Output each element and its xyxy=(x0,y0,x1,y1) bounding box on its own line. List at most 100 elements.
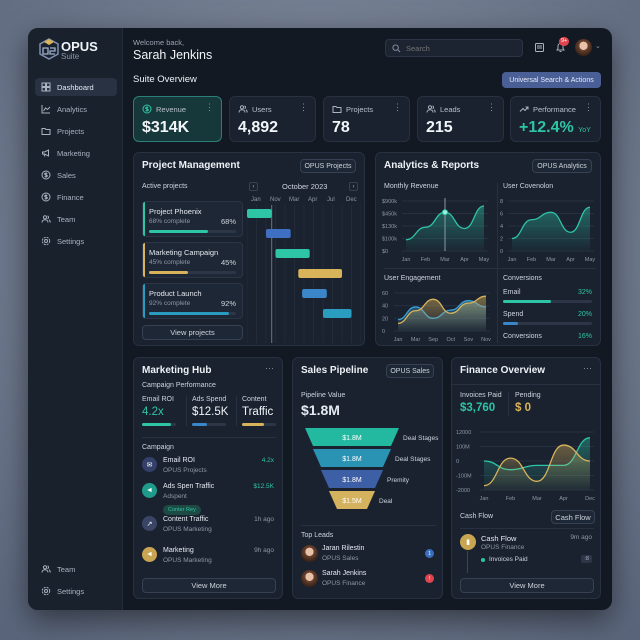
opus-analytics-chip[interactable]: OPUS Analytics xyxy=(532,159,592,173)
gantt-month-label: Apr xyxy=(308,197,317,203)
y-tick-label: 0 xyxy=(382,329,385,335)
more-icon[interactable]: ··· xyxy=(265,363,274,373)
conversion-percent: 20% xyxy=(577,311,592,318)
x-tick-label: Sep xyxy=(428,337,438,343)
activity-time: 9m ago xyxy=(570,534,592,541)
pipeline-value-label: Pipeline Value xyxy=(301,392,346,399)
gantt-bar[interactable] xyxy=(247,209,272,218)
data-point[interactable] xyxy=(442,209,448,216)
stat-value: 4.2x xyxy=(142,406,164,418)
stat-label: Ads Spend xyxy=(192,396,227,403)
sidebar-item-analytics[interactable]: Analytics xyxy=(35,100,117,118)
sidebar-item-team[interactable]: Team xyxy=(35,210,117,228)
chevron-down-icon[interactable]: ⌄ xyxy=(595,43,601,50)
gantt-bar[interactable] xyxy=(302,289,327,298)
opus-projects-chip[interactable]: OPUS Projects xyxy=(300,159,356,173)
gantt-month-label: Nov xyxy=(270,197,281,203)
kpi-card-performance[interactable]: Performance ⋮ +12.4% YoY xyxy=(510,96,601,142)
x-tick-label: Mar xyxy=(440,257,450,263)
search-input[interactable] xyxy=(406,43,516,53)
sidebar-item-dashboard[interactable]: Dashboard xyxy=(35,78,117,96)
y-tick-label: $0 xyxy=(382,249,388,255)
project-card[interactable]: Product Launch 92% complete 92% xyxy=(142,283,243,319)
more-icon[interactable]: ⋮ xyxy=(299,102,308,112)
sidebar-item-finance[interactable]: Finance xyxy=(35,188,117,206)
chart-title: User Engagement xyxy=(384,275,441,282)
sidebar-item-label: Finance xyxy=(57,192,84,202)
user-avatar[interactable] xyxy=(575,39,592,56)
status-dot xyxy=(481,558,485,562)
more-icon[interactable]: ··· xyxy=(583,363,592,373)
timeline-line xyxy=(467,551,468,573)
kpi-card-revenue[interactable]: Revenue ⋮ $314K xyxy=(133,96,222,142)
sidebar-bottom-settings[interactable]: Settings xyxy=(35,582,117,600)
opus-sales-chip[interactable]: OPUS Sales xyxy=(386,364,434,378)
y-tick-label: $900k xyxy=(382,199,397,205)
conversion-label: Email xyxy=(503,289,521,296)
gantt-bar[interactable] xyxy=(275,249,310,258)
project-card[interactable]: Project Phoenix 68% complete 68% xyxy=(142,201,243,237)
sidebar-item-settings[interactable]: Settings xyxy=(35,232,117,250)
conversion-label: Conversions xyxy=(503,333,542,340)
search-box[interactable] xyxy=(385,39,523,57)
stat-value: $12.5K xyxy=(192,406,229,418)
funnel-value: $1.8M xyxy=(342,456,362,463)
x-tick-label: Feb xyxy=(527,257,536,263)
kpi-card-users[interactable]: Users ⋮ 4,892 xyxy=(229,96,316,142)
universal-search-button[interactable]: Universal Search & Actions xyxy=(502,72,601,88)
project-name: Marketing Campaign xyxy=(149,248,219,257)
y-tick-label: 20 xyxy=(382,316,388,322)
x-tick-label: Dec xyxy=(585,496,595,502)
view-more-button[interactable]: View More xyxy=(460,578,594,593)
more-icon[interactable]: ⋮ xyxy=(584,102,593,112)
cash-flow-button[interactable]: Cash Flow xyxy=(551,510,595,524)
kpi-card-projects[interactable]: Projects ⋮ 78 xyxy=(323,96,410,142)
campaign-tag: Conter Rey xyxy=(163,505,201,515)
kpi-value: +12.4% xyxy=(519,119,574,136)
campaign-name[interactable]: Ads Spen Traffic xyxy=(163,483,215,490)
funnel-stage[interactable] xyxy=(321,470,383,488)
inbox-icon[interactable] xyxy=(534,42,545,53)
sidebar-bottom-team[interactable]: Team xyxy=(35,560,117,578)
prev-month-button[interactable]: ‹ xyxy=(249,182,258,191)
project-percent: 92% xyxy=(220,299,236,308)
view-more-button[interactable]: View More xyxy=(142,578,276,593)
view-projects-button[interactable]: View projects xyxy=(142,325,243,340)
kpi-card-leads[interactable]: Leads ⋮ 215 xyxy=(417,96,504,142)
gantt-bar[interactable] xyxy=(323,309,352,318)
y-tick-label: 8 xyxy=(500,199,503,205)
lead-name[interactable]: Jaran Rilestin xyxy=(322,545,365,552)
notification-badge: 9+ xyxy=(559,37,570,46)
project-card[interactable]: Marketing Campaign 45% complete 45% xyxy=(142,242,243,278)
more-icon[interactable]: ⋮ xyxy=(205,102,214,112)
project-name: Product Launch xyxy=(149,289,202,298)
gear-icon xyxy=(41,236,51,246)
campaign-name[interactable]: Content Traffic xyxy=(163,516,209,523)
gantt-bar[interactable] xyxy=(298,269,342,278)
campaign-name[interactable]: Email ROI xyxy=(163,457,195,464)
more-icon[interactable]: ⋮ xyxy=(393,102,402,112)
activity-item-badge: :8 xyxy=(581,555,592,563)
funnel-stage[interactable] xyxy=(329,491,375,509)
funnel-stage[interactable] xyxy=(313,449,391,467)
lead-name[interactable]: Sarah Jenkins xyxy=(322,570,367,577)
funnel-label: Deal Stages xyxy=(395,456,431,463)
gantt-month-label: Mar xyxy=(289,197,299,203)
finance-chart: -2000 -100M 0 100M 12000 Jan Feb Mar Apr Dec xyxy=(456,430,595,502)
sidebar-item-projects[interactable]: Projects xyxy=(35,122,117,140)
sidebar-item-sales[interactable]: Sales xyxy=(35,166,117,184)
sidebar-item-marketing[interactable]: Marketing xyxy=(35,144,117,162)
next-month-button[interactable]: › xyxy=(349,182,358,191)
gantt-month-label: Jul xyxy=(327,197,335,203)
campaign-name[interactable]: Marketing xyxy=(163,547,194,554)
x-tick-label: Jan xyxy=(394,337,403,343)
finance-overview-panel: Finance Overview ··· Invoices Paid $3,76… xyxy=(451,357,601,599)
gantt-bar[interactable] xyxy=(266,229,291,238)
y-tick-label: 40 xyxy=(382,304,388,310)
funnel-stage[interactable] xyxy=(305,428,399,446)
pending-value: $ 0 xyxy=(515,402,531,414)
users-icon xyxy=(426,105,436,113)
project-progress xyxy=(149,230,236,233)
more-icon[interactable]: ⋮ xyxy=(487,102,496,112)
funnel-label: Deal Stages xyxy=(403,435,439,442)
